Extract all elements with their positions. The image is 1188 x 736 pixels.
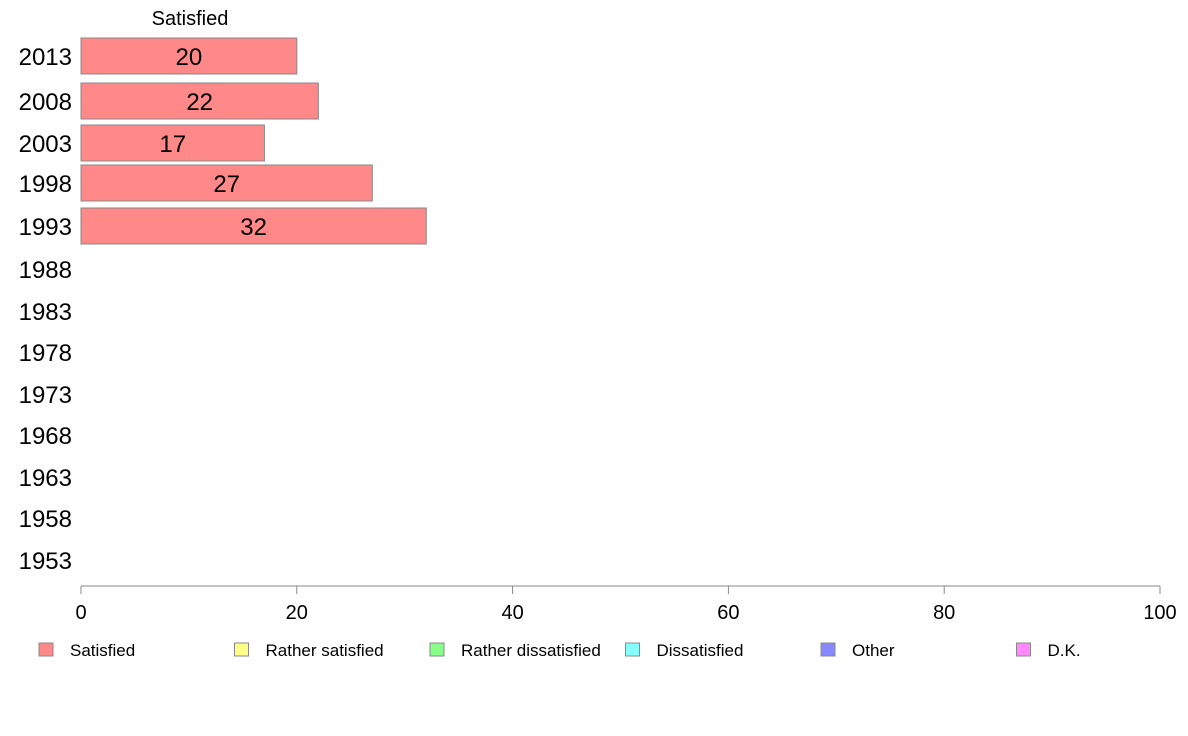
- category-label: 1963: [19, 465, 72, 492]
- category-label: 1993: [19, 214, 72, 241]
- bar: [80, 82, 319, 120]
- bar: [80, 164, 373, 202]
- x-tick-label: 80: [933, 602, 955, 624]
- legend-label: Dissatisfied: [657, 641, 744, 660]
- legend-swatch: [234, 642, 249, 657]
- legend-swatch: [820, 642, 836, 657]
- category-axis: 2013 2008 2003 1998 1993 1988 1983 1978 1973 1968…: [19, 44, 72, 575]
- legend-swatch: [429, 642, 445, 657]
- bar-value-label: 27: [213, 171, 240, 198]
- category-label: 1998: [19, 171, 72, 198]
- bar: [80, 207, 427, 245]
- category-label: 2008: [19, 89, 72, 116]
- legend-label: Satisfied: [70, 641, 135, 660]
- bar: [80, 37, 298, 75]
- legend-label: Rather dissatisfied: [461, 641, 601, 660]
- x-tick-label: 60: [717, 602, 739, 624]
- legend-swatch: [1016, 642, 1031, 657]
- legend-label: D.K.: [1048, 641, 1081, 660]
- value-axis: 0 20 40 60 80 100: [75, 585, 1177, 624]
- legend-label: Other: [852, 641, 895, 660]
- bar-value-label: 32: [240, 214, 267, 241]
- category-label: 2013: [19, 44, 72, 71]
- category-label: 2003: [19, 131, 72, 158]
- bar-value-label: 20: [176, 44, 203, 71]
- x-tick-label: 40: [501, 602, 523, 624]
- x-tick-label: 20: [286, 602, 308, 624]
- category-label: 1953: [19, 548, 72, 575]
- x-tick-label: 0: [75, 602, 86, 624]
- category-label: 1958: [19, 506, 72, 533]
- category-label: 1978: [19, 340, 72, 367]
- legend-swatch: [38, 642, 54, 657]
- series-header-layer: Satisfied: [152, 8, 229, 30]
- category-label: 1973: [19, 382, 72, 409]
- series-header-label: Satisfied: [152, 8, 229, 30]
- legend-swatch: [625, 642, 640, 657]
- bar: [80, 124, 265, 162]
- category-label: 1983: [19, 299, 72, 326]
- x-tick-label: 100: [1143, 602, 1176, 624]
- legend-label: Rather satisfied: [266, 641, 384, 660]
- legend: Satisfied Rather satisfied Rather dissatis…: [38, 641, 1081, 660]
- bar-value-label: 17: [159, 131, 186, 158]
- category-label: 1968: [19, 423, 72, 450]
- bar-value-label: 22: [186, 89, 213, 116]
- category-label: 1988: [19, 257, 72, 284]
